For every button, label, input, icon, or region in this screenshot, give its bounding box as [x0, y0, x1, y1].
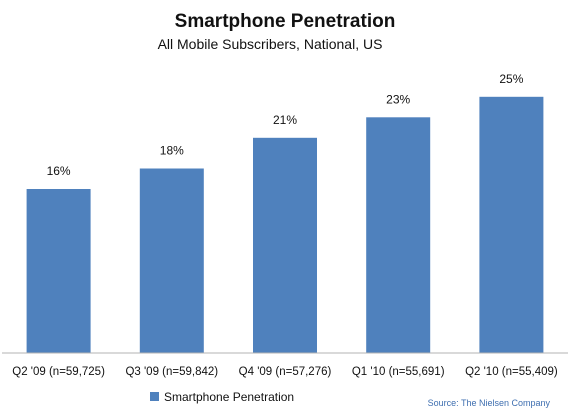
bar-value-label-4: 23% [386, 92, 410, 106]
legend-label: Smartphone Penetration [164, 390, 294, 404]
bar-1 [26, 189, 91, 353]
x-tick-label-5: Q2 '10 (n=55,409) [465, 366, 558, 378]
x-tick-label-1: Q2 '09 (n=59,725) [12, 366, 105, 378]
bar-value-label-5: 25% [499, 72, 523, 86]
bars-group [26, 96, 544, 354]
legend: Smartphone Penetration [150, 390, 294, 404]
chart-title: Smartphone Penetration [175, 11, 396, 32]
chart-subtitle: All Mobile Subscribers, National, US [158, 36, 383, 52]
x-tick-labels-group: Q2 '09 (n=59,725) Q3 '09 (n=59,842) Q4 '09… [12, 366, 558, 378]
bar-value-label-1: 16% [47, 164, 71, 178]
x-tick-label-3: Q4 '09 (n=57,276) [239, 366, 332, 378]
source-note: Source: The Nielsen Company [428, 398, 551, 408]
value-labels-group: 16% 18% 21% 23% 25% [47, 72, 524, 178]
bar-value-label-2: 18% [160, 144, 184, 158]
bar-2 [139, 168, 204, 353]
x-tick-label-2: Q3 '09 (n=59,842) [125, 366, 218, 378]
x-tick-label-4: Q1 '10 (n=55,691) [352, 366, 445, 378]
bar-4 [366, 117, 431, 354]
bar-value-label-3: 21% [273, 113, 297, 127]
bar-3 [253, 137, 317, 354]
bar-5 [479, 96, 544, 354]
legend-swatch [150, 392, 159, 401]
